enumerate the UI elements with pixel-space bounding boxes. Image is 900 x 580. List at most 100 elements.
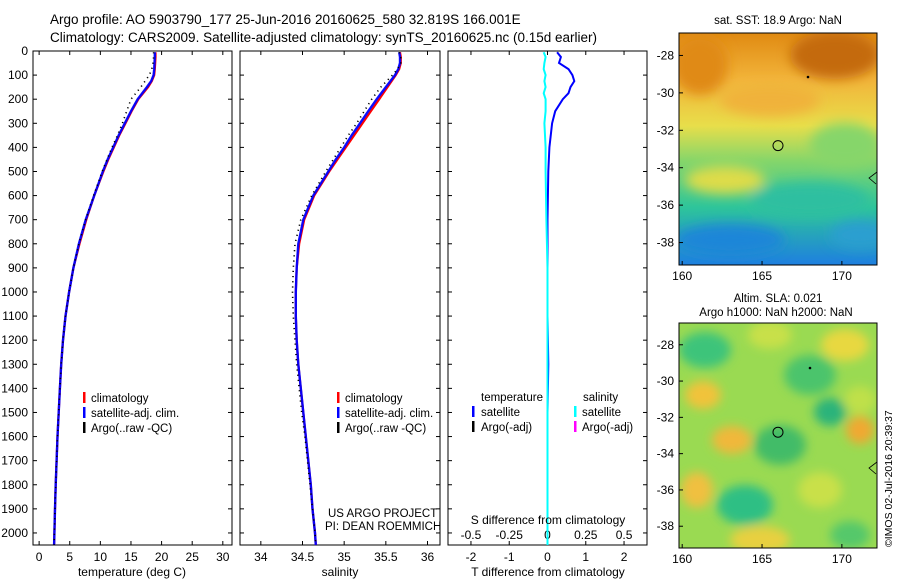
sst-map-axes: 160 165 170 -28 -30 -32 -34 -36 -38: [657, 48, 853, 283]
t-difference-xlabel: T difference from climatology: [471, 565, 625, 579]
x-tick-label-top: 0.5: [616, 528, 633, 542]
y-tick-label: 300: [8, 116, 28, 130]
map-y-tick-label: -34: [657, 161, 675, 175]
sla-map-title-1: Altim. SLA: 0.021: [734, 293, 823, 305]
legend-t-argo: Argo(-adj): [481, 422, 532, 434]
legend-swatch-climatology: [337, 392, 340, 403]
y-tick-label: 900: [8, 261, 28, 275]
legend-swatch-s-satellite: [574, 406, 577, 417]
legend-climatology: climatology: [345, 393, 403, 405]
project-label: US ARGO PROJECT: [328, 508, 437, 520]
y-tick-label: 800: [8, 237, 28, 251]
legend-t-satellite: satellite: [481, 407, 520, 419]
sla-map-title-2: Argo h1000: NaN h2000: NaN: [699, 307, 852, 319]
sla-island-dot: [808, 366, 812, 370]
y-tick-label: 1100: [2, 309, 28, 323]
legend-climatology: climatology: [91, 393, 149, 405]
x-tick-label: 34: [254, 550, 268, 564]
series-line-satellite-adj-clim-: [294, 52, 402, 546]
map-x-tick-label: 160: [672, 552, 692, 566]
y-tick-label: 1900: [1, 502, 28, 516]
legend-swatch-satellite: [337, 407, 340, 418]
map-y-tick-label: -28: [657, 338, 675, 352]
sst-coastline: [868, 171, 878, 185]
x-tick-label: 20: [155, 550, 169, 564]
legend-argo: Argo(..raw -QC): [91, 423, 172, 435]
x-tick-label: 1: [582, 550, 589, 564]
series-line-climatology: [294, 52, 402, 546]
x-tick-label: 2: [621, 550, 628, 564]
salinity-legend: climatology satellite-adj. clim. Argo(..…: [337, 392, 433, 435]
legend-s-satellite: satellite: [582, 407, 621, 419]
x-tick-label-top: -0.5: [461, 528, 482, 542]
legend-heading-salinity: salinity: [583, 392, 618, 404]
map-y-tick-label: -32: [657, 410, 675, 424]
salinity-y-ticks: [240, 50, 440, 534]
map-y-tick-label: -36: [657, 483, 675, 497]
y-tick-label: 200: [8, 92, 28, 106]
salinity-axes-frame: [239, 50, 441, 546]
y-tick-label: 100: [8, 68, 28, 82]
sla-heatmap: [679, 323, 877, 548]
map-x-tick-label: 165: [752, 269, 772, 283]
y-tick-label: 1300: [1, 357, 28, 371]
pi-label: PI: DEAN ROEMMICH: [325, 521, 441, 533]
temperature-xlabel: temperature (deg C): [78, 565, 186, 579]
legend-satellite: satellite-adj. clim.: [345, 408, 433, 420]
x-tick-label: 35.5: [374, 550, 398, 564]
temperature-x-axis: 0 5 10 15 20 25 30: [36, 51, 230, 564]
x-tick-label: 30: [216, 550, 230, 564]
header-line-1: Argo profile: AO 5903790_177 25-Jun-2016…: [50, 12, 521, 27]
legend-swatch-argo: [83, 422, 86, 433]
x-tick-label: 34.5: [291, 550, 315, 564]
map-y-tick-label: -38: [657, 519, 675, 533]
map-x-tick-label: 160: [672, 269, 692, 283]
x-tick-label: 36: [421, 550, 435, 564]
imos-credit: ©IMOS 02-Jul-2016 20:39:37: [883, 410, 895, 547]
sst-heatmap: [679, 33, 877, 265]
x-tick-label: 10: [94, 550, 108, 564]
series-line-argo-raw-qc-: [291, 51, 402, 546]
legend-s-argo: Argo(-adj): [582, 422, 633, 434]
depth-axis: 0 100 200 300 400 500 600 700 800 900 1000 1100 1200…: [1, 44, 232, 540]
x-tick-label: -1: [504, 550, 515, 564]
legend-satellite: satellite-adj. clim.: [91, 408, 179, 420]
sla-map-axes: 160 165 170 -28 -30 -32 -34 -36 -38: [657, 338, 853, 566]
y-tick-label: 1800: [1, 478, 28, 492]
x-tick-label: 0: [36, 550, 43, 564]
temperature-panel: 0100200300400500600700800900100011001200…: [1, 44, 233, 579]
sst-map-panel: sat. SST: 18.9 Argo: NaN 160 165 170 -28 -30…: [657, 15, 878, 283]
map-y-tick-label: -34: [657, 447, 675, 461]
map-y-tick-label: -30: [657, 86, 675, 100]
series-line-temperature-satellite: [546, 51, 576, 545]
sla-map-panel: Altim. SLA: 0.021 Argo h1000: NaN h2000:…: [657, 293, 878, 566]
map-x-tick-label: 170: [832, 269, 852, 283]
difference-y-ticks: [448, 50, 647, 534]
sla-argo-position-marker: [772, 426, 784, 438]
sla-coastline: [868, 461, 878, 475]
y-tick-label: 1200: [1, 333, 28, 347]
sst-island-dot: [806, 75, 810, 79]
legend-heading-temperature: temperature: [481, 392, 543, 404]
y-tick-label: 400: [8, 140, 28, 154]
salinity-series: [291, 51, 402, 546]
map-y-tick-label: -38: [657, 236, 675, 250]
header-line-2: Climatology: CARS2009. Satellite-adjuste…: [50, 30, 597, 45]
difference-series: [542, 51, 576, 545]
difference-legend: temperature salinity satellite Argo(-adj…: [472, 392, 633, 434]
temperature-axes-frame: [32, 50, 233, 546]
x-tick-label-top: 0.25: [574, 528, 598, 542]
x-tick-label: -2: [466, 550, 477, 564]
sst-map-frame: [678, 32, 878, 266]
salinity-xlabel: salinity: [322, 565, 359, 579]
x-tick-label: 0: [544, 550, 551, 564]
map-y-tick-label: -36: [657, 198, 675, 212]
sst-map-title: sat. SST: 18.9 Argo: NaN: [714, 15, 842, 27]
y-tick-label: 600: [8, 189, 28, 203]
series-line-salinity-satellite: [542, 51, 549, 545]
series-line-argo-raw-qc-: [53, 52, 155, 546]
series-line-satellite-adj-clim-: [52, 52, 157, 546]
x-tick-label-top: -0.25: [496, 528, 524, 542]
